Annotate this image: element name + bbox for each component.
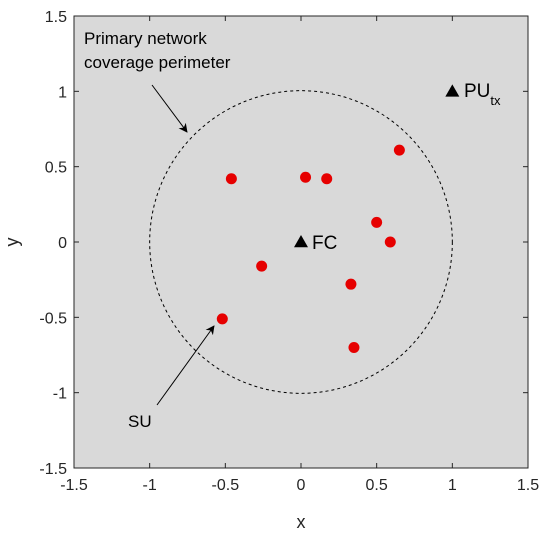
su-point	[371, 217, 382, 228]
su-point	[256, 261, 267, 272]
x-tick-label: 0	[297, 477, 306, 494]
su-point	[300, 172, 311, 183]
su-point	[345, 279, 356, 290]
pu-label-main: PU	[464, 81, 490, 102]
x-tick-label: -1	[143, 477, 157, 494]
x-tick-label: -0.5	[212, 477, 240, 494]
x-tick-label: 1.5	[517, 477, 539, 494]
y-tick-labels: -1.5 -1 -0.5 0 0.5 1 1.5	[39, 9, 67, 478]
y-tick-label: 0	[58, 235, 67, 252]
y-tick-label: 0.5	[45, 160, 67, 177]
su-point	[394, 145, 405, 156]
x-tick-label: -1.5	[60, 477, 88, 494]
y-tick-label: -1	[53, 386, 67, 403]
pu-label-subscript: tx	[490, 93, 501, 108]
y-axis-label: y	[2, 238, 22, 247]
x-tick-label: 0.5	[366, 477, 388, 494]
y-tick-label: 1	[58, 84, 67, 101]
coverage-label-line2: coverage perimeter	[84, 53, 231, 72]
y-tick-label: -1.5	[39, 461, 67, 478]
su-point	[321, 173, 332, 184]
y-tick-label: -0.5	[39, 310, 67, 327]
x-tick-label: 1	[448, 477, 457, 494]
su-point	[226, 173, 237, 184]
fc-label: FC	[312, 233, 337, 254]
su-label: SU	[128, 412, 152, 431]
su-point	[217, 313, 228, 324]
coverage-label-line1: Primary network	[84, 29, 207, 48]
su-point	[348, 342, 359, 353]
y-tick-label: 1.5	[45, 9, 67, 26]
x-tick-labels: -1.5 -1 -0.5 0 0.5 1 1.5	[60, 477, 539, 494]
su-point	[385, 237, 396, 248]
x-axis-label: x	[297, 512, 306, 532]
